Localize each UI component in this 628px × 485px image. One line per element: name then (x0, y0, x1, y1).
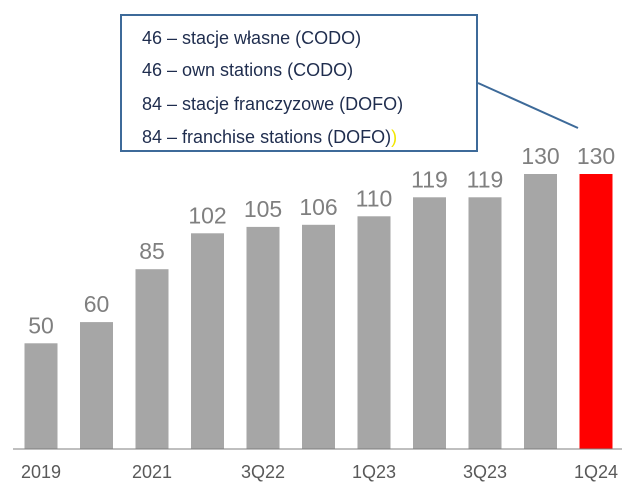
value-label-2Q22: 102 (188, 202, 226, 228)
value-label-3Q22: 105 (244, 196, 282, 222)
value-label-2020: 60 (84, 291, 110, 317)
bars-group (24, 174, 613, 450)
callout-connector-line (477, 82, 579, 129)
x-tick-label-3Q22: 3Q22 (241, 462, 285, 482)
value-label-4Q22: 106 (299, 194, 337, 220)
value-labels-group: 50 60 85 102 105 106 110 119 119 130 130 (28, 143, 615, 338)
bar-1Q23 (357, 216, 391, 449)
x-tick-label-3Q23: 3Q23 (463, 462, 507, 482)
bar-2019 (24, 343, 58, 450)
value-label-2019: 50 (28, 312, 54, 338)
callout-line-3: 84 – stacje franczyzowe (DOFO) (142, 94, 404, 114)
bar-2Q22 (191, 233, 224, 449)
callout-trailing-mark: ) (391, 127, 398, 147)
bar-1Q24 (579, 174, 613, 449)
callout-line-2: 46 – own stations (CODO) (142, 60, 354, 80)
bar-3Q23 (468, 197, 502, 449)
x-tick-label-1Q24: 1Q24 (574, 462, 618, 482)
value-label-3Q23: 119 (467, 166, 504, 192)
value-label-1Q23: 110 (356, 185, 393, 211)
bar-2020 (80, 322, 113, 449)
callout-box: 46 – stacje własne (CODO) 46 – own stati… (120, 14, 478, 152)
bar-2Q23 (413, 197, 446, 449)
callout-line-4-text: 84 – franchise stations (DOFO) (142, 127, 392, 147)
x-tick-label-1Q23: 1Q23 (352, 462, 396, 482)
bar-4Q23 (524, 174, 557, 449)
x-tick-label-2019: 2019 (21, 462, 61, 482)
value-label-2021: 85 (139, 238, 165, 264)
value-label-2Q23: 119 (411, 166, 448, 192)
x-tick-label-2021: 2021 (132, 462, 172, 482)
value-label-4Q23: 130 (521, 143, 559, 169)
callout-line-1: 46 – stacje własne (CODO) (142, 28, 362, 48)
bar-2021 (135, 269, 169, 449)
bar-4Q22 (302, 224, 335, 449)
callout-line-4: 84 – franchise stations (DOFO)) (142, 127, 397, 148)
bar-3Q22 (246, 226, 280, 449)
value-label-1Q24: 130 (577, 143, 615, 169)
x-tick-labels-group: 2019 2021 3Q22 1Q23 3Q23 1Q24 (21, 462, 618, 482)
